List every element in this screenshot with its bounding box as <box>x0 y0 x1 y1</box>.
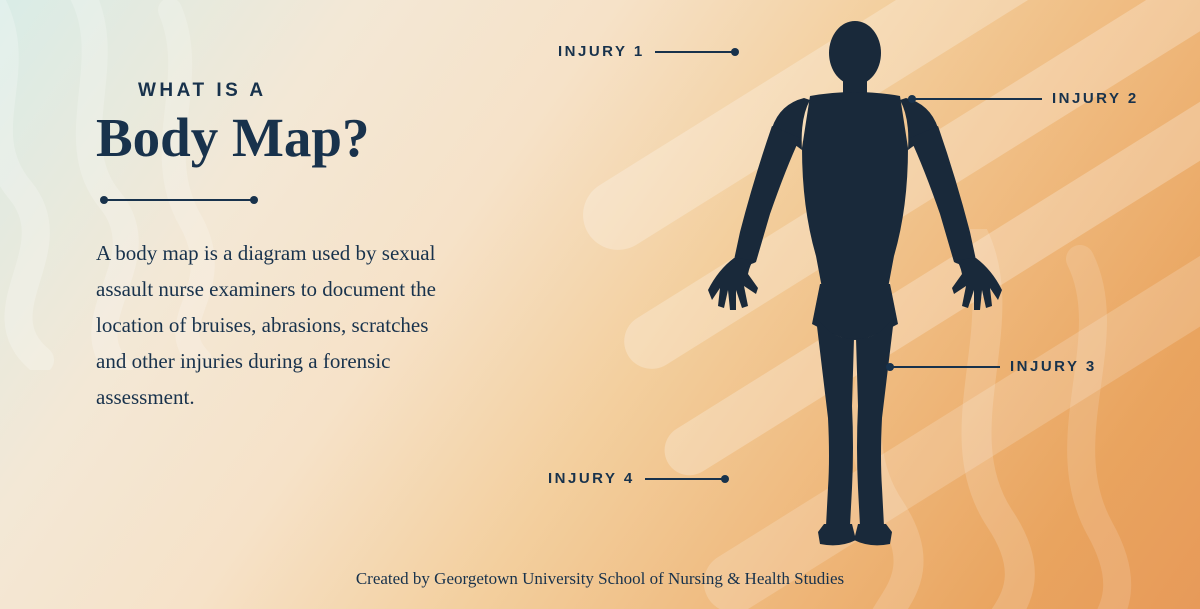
callout-label: INJURY 2 <box>1052 90 1139 107</box>
supertitle: WHAT IS A <box>138 80 496 102</box>
title-rule <box>104 199 254 201</box>
callout-label: INJURY 3 <box>1010 358 1097 375</box>
callout-injury-3: INJURY 3 <box>890 358 1097 375</box>
credit-line: Created by Georgetown University School … <box>0 569 1200 589</box>
callout-injury-1: INJURY 1 <box>558 43 735 60</box>
text-column: WHAT IS A Body Map? A body map is a diag… <box>96 80 496 416</box>
callout-label: INJURY 4 <box>548 470 635 487</box>
callout-injury-2: INJURY 2 <box>912 90 1139 107</box>
body-map-diagram: INJURY 1 INJURY 2 INJURY 3 INJURY 4 <box>520 18 1180 573</box>
callout-label: INJURY 1 <box>558 43 645 60</box>
callout-injury-4: INJURY 4 <box>548 470 725 487</box>
page-title: Body Map? <box>96 106 496 169</box>
description: A body map is a diagram used by sexual a… <box>96 235 456 416</box>
